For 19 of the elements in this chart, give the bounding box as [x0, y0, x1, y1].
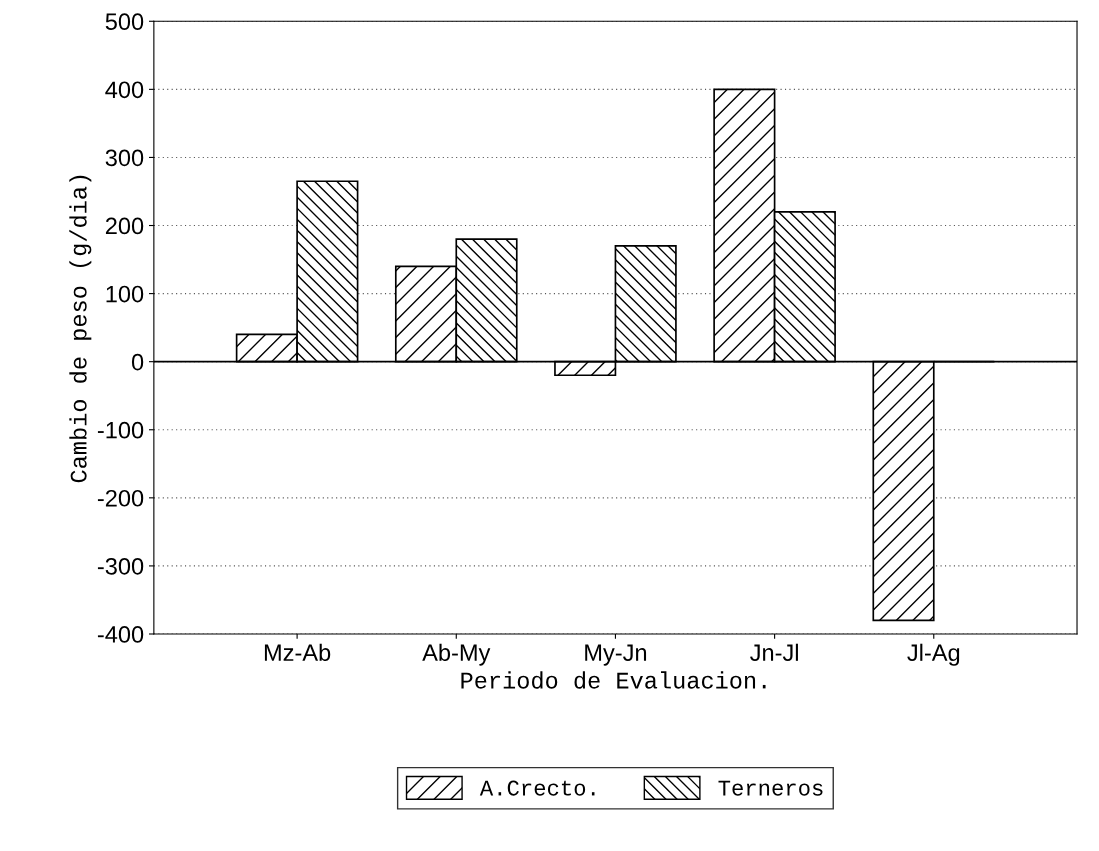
y-tick-label: 0 — [131, 353, 144, 371]
legend-label: A.Crecto. — [479, 780, 595, 796]
y-tick-label: 200 — [105, 217, 144, 235]
y-tick-label: -300 — [97, 557, 144, 575]
y-tick-label: 500 — [105, 13, 144, 31]
x-tick-label: Mz-Ab — [264, 643, 331, 662]
x-tick-label: My-Jn — [585, 644, 647, 666]
x-tick-label: Ab-My — [422, 643, 491, 666]
y-tick-label: -100 — [97, 421, 144, 439]
x-axis-title: Periodo de Evaluacion. — [461, 671, 766, 689]
x-tick-label: Jl-Ag — [907, 643, 960, 666]
x-tick-label: Jn-Jl — [750, 643, 798, 662]
y-tick-label: -400 — [97, 626, 144, 643]
legend-label: Terneros — [718, 780, 823, 796]
y-tick-label: 300 — [105, 149, 144, 167]
y-tick-label: 400 — [105, 81, 144, 99]
y-tick-label: -200 — [97, 489, 144, 507]
y-axis-title: Cambio de peso (g/dia) — [69, 175, 92, 483]
y-tick-label: 100 — [106, 285, 144, 303]
